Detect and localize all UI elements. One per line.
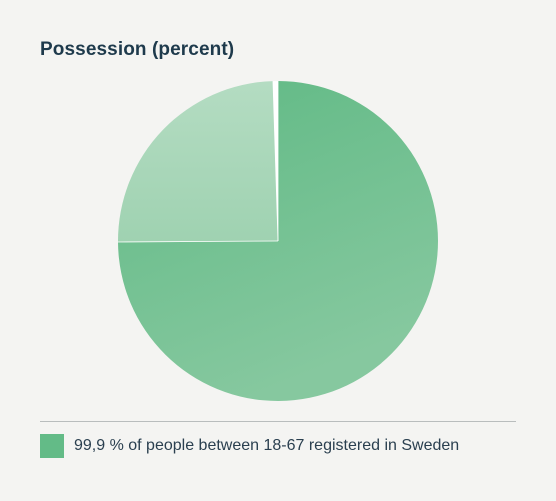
pie-slices <box>117 81 438 401</box>
legend: 99,9 % of people between 18-67 registere… <box>40 434 459 458</box>
legend-label: 99,9 % of people between 18-67 registere… <box>74 437 460 454</box>
pie-chart <box>117 81 438 401</box>
pie-separator-2 <box>272 81 279 242</box>
chart-title: Possession (percent) <box>40 39 235 60</box>
pie-separator-1 <box>117 240 279 243</box>
legend-divider <box>40 421 516 422</box>
pie-slice-1 <box>117 81 278 243</box>
legend-swatch <box>40 434 64 458</box>
pie-slice-0 <box>118 81 438 401</box>
